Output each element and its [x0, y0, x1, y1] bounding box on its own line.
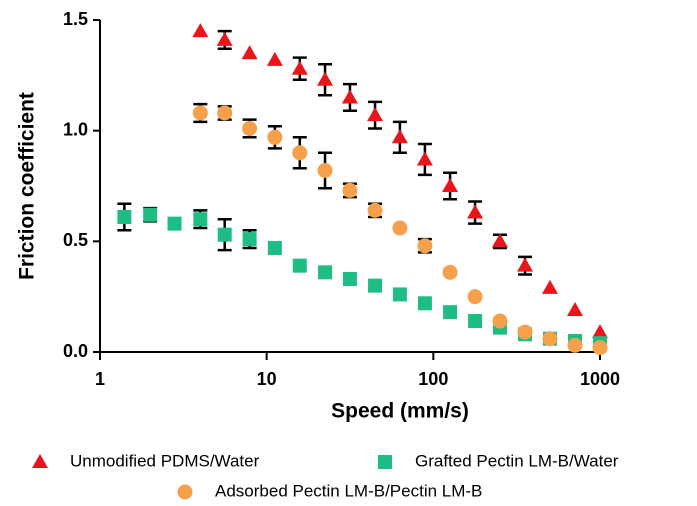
- square-marker: [292, 258, 307, 273]
- y-tick-label: 0.5: [63, 230, 88, 250]
- triangle-marker: [491, 233, 508, 248]
- triangle-marker: [367, 107, 384, 122]
- circle-marker: [267, 129, 283, 145]
- square-marker: [318, 265, 333, 280]
- x-tick-label: 1: [95, 369, 105, 389]
- triangle-marker: [391, 129, 408, 144]
- triangle-marker: [192, 23, 209, 38]
- triangle-marker: [216, 31, 233, 46]
- circle-marker: [467, 289, 483, 305]
- y-tick-label: 1.5: [63, 9, 88, 29]
- circle-marker: [242, 120, 258, 136]
- circle-marker: [517, 324, 533, 340]
- square-marker: [468, 314, 483, 329]
- circle-marker: [292, 145, 308, 161]
- triangle-marker: [317, 71, 334, 86]
- square-marker: [378, 455, 392, 469]
- square-marker: [143, 207, 158, 222]
- circle-marker: [217, 105, 233, 121]
- circle-marker: [317, 163, 333, 179]
- legend-label: Grafted Pectin LM-B/Water: [415, 451, 619, 470]
- circle-marker: [342, 182, 358, 198]
- triangle-marker: [567, 301, 584, 316]
- square-marker: [117, 209, 132, 224]
- y-axis-title: Friction coefficient: [16, 92, 39, 280]
- x-tick-label: 1000: [580, 369, 620, 389]
- triangle-marker: [241, 45, 258, 60]
- square-marker: [193, 212, 208, 227]
- square-marker: [217, 227, 232, 242]
- triangle-marker: [291, 60, 308, 75]
- circle-marker: [392, 220, 408, 236]
- triangle-marker: [416, 151, 433, 166]
- circle-marker: [567, 337, 583, 353]
- y-tick-label: 1.0: [63, 119, 88, 139]
- legend-label: Adsorbed Pectin LM-B/Pectin LM-B: [215, 481, 482, 500]
- square-marker: [417, 296, 432, 311]
- square-marker: [392, 287, 407, 302]
- circle-marker: [192, 105, 208, 121]
- triangle-marker: [467, 204, 484, 219]
- circle-marker: [177, 484, 193, 500]
- legend-label: Unmodified PDMS/Water: [70, 451, 260, 470]
- y-tick-label: 0.0: [63, 341, 88, 361]
- triangle-marker: [341, 89, 358, 104]
- circle-marker: [592, 340, 608, 356]
- square-marker: [167, 216, 182, 231]
- square-marker: [342, 271, 357, 286]
- circle-marker: [442, 264, 458, 280]
- triangle-marker: [517, 257, 534, 272]
- x-tick-label: 100: [418, 369, 448, 389]
- square-marker: [368, 278, 383, 293]
- x-axis-title: Speed (mm/s): [331, 400, 469, 423]
- square-marker: [267, 240, 282, 255]
- triangle-marker: [442, 178, 459, 192]
- triangle-marker: [266, 51, 283, 66]
- triangle-marker: [592, 324, 608, 339]
- triangle-marker: [32, 454, 48, 468]
- circle-marker: [542, 331, 558, 347]
- triangle-marker: [541, 279, 558, 294]
- circle-marker: [492, 313, 508, 329]
- square-marker: [242, 232, 257, 247]
- circle-marker: [367, 202, 383, 218]
- square-marker: [443, 305, 458, 320]
- circle-marker: [417, 238, 433, 254]
- x-tick-label: 10: [257, 369, 277, 389]
